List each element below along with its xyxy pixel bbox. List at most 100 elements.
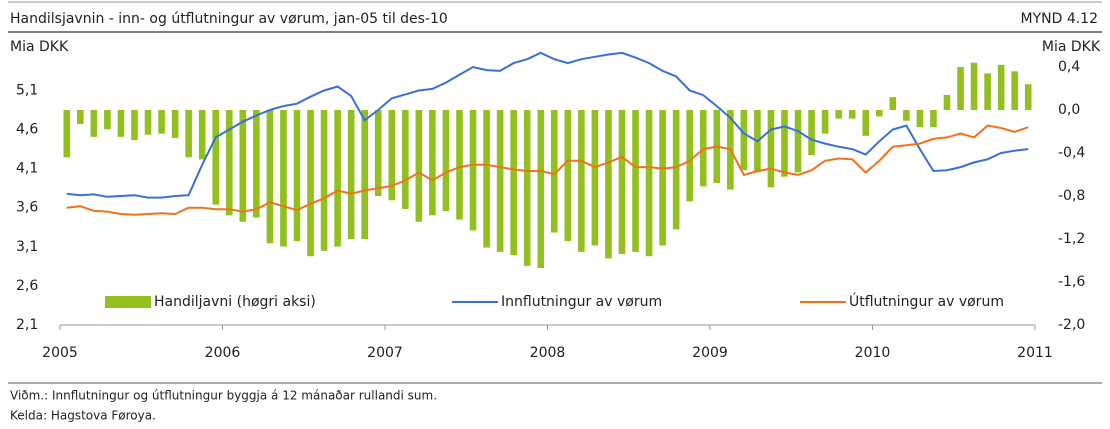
bar: [1024, 84, 1032, 110]
y-tick-label: 3,6: [16, 200, 38, 216]
bar: [212, 110, 220, 205]
x-tick-label: 2006: [205, 345, 241, 361]
line: [66, 51, 1029, 199]
bar: [253, 110, 260, 218]
bar: [578, 110, 585, 252]
bar: [916, 110, 924, 128]
y-tick-label: 5,1: [16, 82, 38, 98]
y2-axis-label: Mia DKK: [1042, 39, 1101, 55]
bar: [198, 110, 206, 160]
legend-label: Innflutningur av vørum: [501, 294, 662, 310]
bar: [672, 110, 680, 230]
bar: [266, 110, 274, 244]
bar: [374, 110, 382, 196]
y2-tick-label: -2,0: [1058, 317, 1085, 333]
y2-tick-label: 0,4: [1058, 59, 1080, 75]
legend-swatch: [105, 296, 151, 308]
x-tick-label: 2011: [1017, 345, 1053, 361]
line: [66, 124, 1029, 216]
bar: [537, 110, 545, 269]
x-tick-label: 2007: [367, 345, 403, 361]
y-tick-label: 2,6: [16, 278, 38, 294]
bar: [225, 110, 233, 216]
bar: [848, 110, 856, 119]
bar: [483, 110, 490, 248]
source: Kelda: Hagstova Føroya.: [10, 409, 156, 423]
bar: [77, 110, 84, 124]
bar: [821, 110, 829, 134]
bar: [442, 110, 450, 212]
x-tick-label: 2005: [42, 345, 78, 361]
legend-label: Útflutningur av vørum: [849, 292, 1004, 310]
legend-label: Handiljavni (høgri aksi): [154, 294, 316, 310]
bar: [1011, 71, 1018, 110]
bar: [117, 110, 125, 137]
bar: [469, 110, 477, 231]
bar: [320, 110, 328, 251]
bar: [564, 110, 572, 242]
bar: [158, 110, 165, 134]
bar: [388, 110, 396, 201]
y-tick-label: 4,6: [16, 122, 38, 138]
bar: [510, 110, 517, 256]
bar: [131, 110, 138, 141]
bar: [293, 110, 301, 242]
bar: [835, 110, 842, 119]
note: Viðm.: Innflutningur og útflutningur byg…: [10, 389, 437, 403]
bar: [280, 110, 287, 247]
bar: [63, 110, 71, 158]
figure-label: MYND 4.12: [1020, 11, 1098, 27]
bar: [618, 110, 626, 255]
y2-tick-label: -0,4: [1058, 145, 1085, 161]
bar: [957, 67, 964, 110]
bar: [997, 64, 1005, 110]
y-axis-label: Mia DKK: [10, 39, 69, 55]
y2-tick-label: -0,8: [1058, 188, 1085, 204]
bar: [862, 110, 870, 136]
bar: [632, 110, 639, 252]
bar: [171, 110, 179, 138]
bar: [686, 110, 693, 202]
y2-tick-label: 0,0: [1058, 102, 1080, 118]
y-tick-label: 4,1: [16, 161, 38, 177]
x-tick-label: 2008: [530, 345, 566, 361]
bar: [889, 97, 897, 110]
bar: [307, 110, 314, 257]
bar: [930, 110, 937, 128]
bar: [767, 110, 775, 188]
y2-tick-label: -1,2: [1058, 231, 1085, 247]
bar: [943, 94, 951, 110]
bar: [794, 110, 802, 173]
bar: [875, 110, 883, 117]
bar: [659, 110, 666, 246]
bar: [605, 110, 612, 259]
bar: [361, 110, 368, 239]
y-tick-label: 2,1: [16, 317, 38, 333]
bar: [984, 73, 991, 110]
bar: [591, 110, 599, 246]
x-tick-label: 2010: [855, 345, 891, 361]
bar: [334, 110, 341, 247]
x-tick-label: 2009: [692, 345, 728, 361]
bar: [808, 110, 815, 156]
bar: [903, 110, 910, 121]
bar: [523, 110, 531, 266]
bar: [645, 110, 653, 257]
bar: [185, 110, 192, 158]
bar: [550, 110, 558, 233]
bar: [402, 110, 409, 209]
bar: [740, 110, 748, 171]
bar: [456, 110, 463, 220]
bar: [429, 110, 436, 216]
bar: [104, 110, 111, 130]
bar: [347, 110, 355, 239]
bar: [781, 110, 788, 177]
bar: [144, 110, 152, 135]
y-tick-label: 3,1: [16, 239, 38, 255]
bar: [415, 110, 423, 222]
y2-tick-label: -1,6: [1058, 274, 1085, 290]
bar: [239, 110, 247, 222]
chart-title: Handilsjavnin - inn- og útflutningur av …: [10, 11, 448, 27]
bar: [496, 110, 504, 252]
